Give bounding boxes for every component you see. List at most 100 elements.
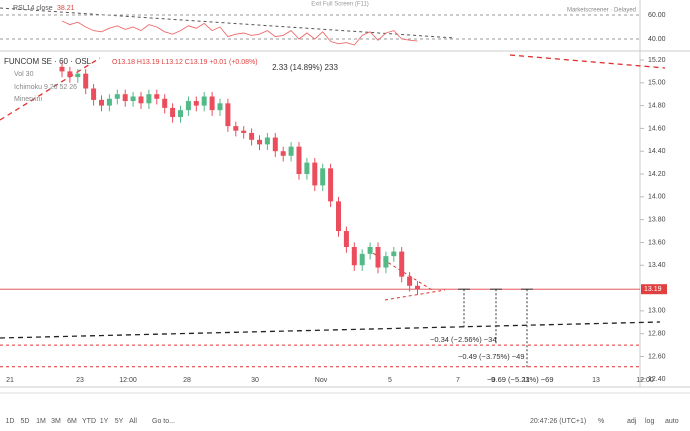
exit-fullscreen[interactable]: Exit Full Screen (F11) [311, 2, 369, 8]
candle-body [399, 251, 405, 277]
y-tick-label: 13.00 [648, 308, 666, 315]
candle-body [343, 231, 349, 248]
range-button[interactable]: 3M [51, 418, 61, 425]
y-tick-label: 13.40 [648, 262, 666, 269]
annotation: 2.33 (14.89%) 233 [272, 63, 338, 72]
support-line [0, 321, 661, 339]
rsi-trend-line [0, 7, 456, 39]
indicator: Vol 30 [14, 71, 34, 78]
x-tick-label: 11 [522, 377, 529, 384]
candle-body [264, 137, 270, 145]
x-tick-label: 9 [491, 377, 495, 384]
range-button[interactable]: 5Y [115, 418, 124, 425]
candle-body [138, 96, 144, 104]
goto-button[interactable]: Go to... [152, 418, 175, 425]
candle-body [375, 247, 381, 268]
axis-option[interactable]: auto [665, 418, 679, 425]
x-tick-label: 13 [592, 377, 600, 384]
candle-body [217, 103, 223, 111]
x-tick-label: 21 [6, 377, 14, 384]
indicator: Minervini [14, 96, 42, 103]
last-price-badge [641, 284, 667, 295]
rsi-value: 38.21 [57, 5, 75, 12]
candle-body [272, 137, 278, 152]
x-tick-label: Nov [315, 377, 328, 384]
candle-body [178, 110, 183, 118]
candle-body [288, 146, 294, 156]
y-tick-label: 14.80 [648, 102, 666, 109]
candle-body [154, 94, 160, 99]
candle-body [122, 94, 128, 102]
clock: 20:47:26 (UTC+1) [530, 418, 586, 425]
trend-line [0, 57, 101, 121]
measure-label: −0.69 (−5.23%) −69 [487, 375, 554, 384]
y-tick-label: 12.60 [648, 353, 666, 360]
candle-body [257, 139, 262, 145]
candle-body [407, 276, 413, 286]
rsi-title: RSI 14 close [13, 5, 53, 12]
axis-option[interactable]: adj [627, 418, 637, 425]
candle-body [225, 103, 231, 127]
range-button[interactable]: 6M [67, 418, 77, 425]
candle-body [328, 168, 334, 202]
candle-body [351, 247, 357, 266]
trend-line [509, 54, 666, 69]
x-tick-label: 5 [388, 377, 392, 384]
y-tick-label: 15.00 [648, 80, 666, 87]
y-tick-label: 12.80 [648, 331, 666, 338]
ohlc-legend: O13.18 H13.19 L13.12 C13.19 +0.01 (+0.08… [112, 59, 258, 66]
candle-body [312, 162, 318, 186]
y-tick-label: 14.40 [648, 148, 666, 155]
y-tick-label: 13.60 [648, 239, 666, 246]
candle-body [185, 101, 191, 111]
candle-body [170, 107, 176, 118]
candle-body [99, 99, 104, 106]
rsi-line [61, 20, 418, 46]
candle-body [201, 96, 207, 106]
axis-option[interactable]: log [645, 418, 654, 425]
indicator: Ichimoku 9 26 52 26 [14, 84, 77, 91]
candle-body [91, 88, 97, 100]
x-tick-label: 28 [183, 377, 191, 384]
y-tick-label: 14.00 [648, 194, 666, 201]
candle-body [233, 126, 239, 131]
last-price-label: 13.19 [644, 286, 662, 293]
candle-body [67, 71, 73, 78]
y-tick-label: 40.00 [648, 36, 666, 43]
y-tick-label: 14.60 [648, 125, 666, 132]
y-tick-label: 15.20 [648, 57, 666, 64]
y-tick-label: 12.40 [648, 376, 666, 383]
brand: Marketscreener · Delayed [567, 8, 636, 14]
candle-body [249, 132, 255, 140]
candle-body [320, 168, 326, 186]
range-button[interactable]: 1M [36, 418, 46, 425]
y-tick-label: 13.80 [648, 216, 666, 223]
candle-body [391, 251, 397, 257]
x-tick-label: 23 [76, 377, 84, 384]
candle-body [280, 151, 286, 156]
candle-body [336, 201, 341, 232]
candle-body [241, 130, 247, 133]
range-button[interactable]: All [129, 418, 137, 425]
candle-body [75, 73, 81, 78]
candle-body [162, 98, 168, 108]
range-button[interactable]: 5D [21, 418, 30, 425]
range-button[interactable]: 1Y [100, 418, 109, 425]
range-button[interactable]: 1D [6, 418, 15, 425]
candle-body [415, 285, 420, 290]
x-tick-label: 12:00 [119, 377, 137, 384]
candle-body [367, 247, 373, 254]
triangle-line [384, 289, 446, 301]
candle-body [383, 256, 389, 268]
candle-body [209, 96, 215, 111]
candle-body [193, 101, 199, 106]
axis-option[interactable]: % [598, 418, 604, 425]
candle-body [83, 73, 89, 89]
range-button[interactable]: YTD [82, 418, 96, 425]
x-tick-label: 7 [456, 377, 460, 384]
measure-label: −0.34 (−2.56%) −34 [430, 335, 497, 344]
symbol: FUNCOM SE · 60 · OSL [4, 57, 92, 66]
y-tick-label: 60.00 [648, 12, 666, 19]
